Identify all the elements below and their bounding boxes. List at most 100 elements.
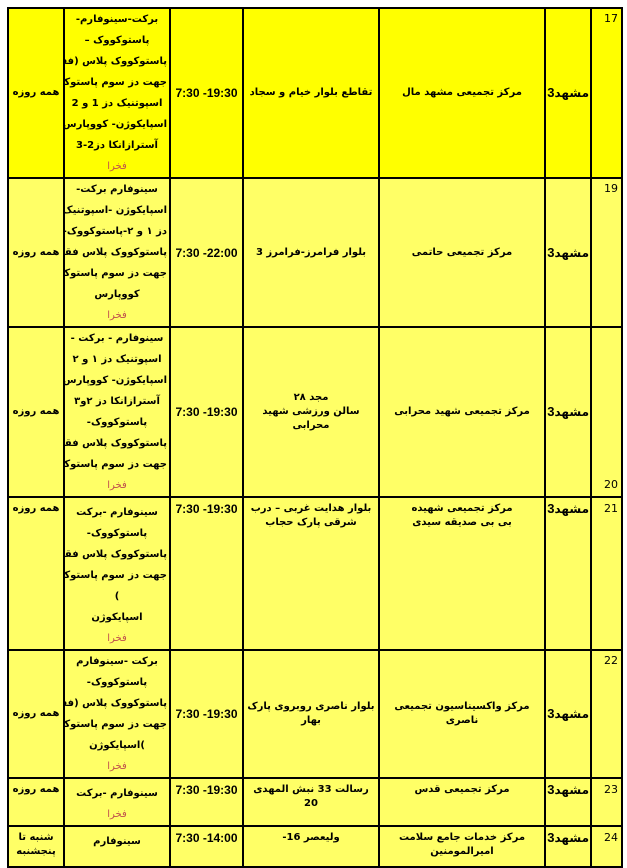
working-hours: 7:30 -19:30 [169,326,244,498]
vaccine-line: پاستوکووک- [86,528,148,539]
city-district-number: 3 [547,85,555,100]
working-hours: 7:30 -19:30 [169,649,244,779]
vaccine-line: دز ۱ و ۲-پاستوکووک- [64,226,167,237]
vaccine-line: )اسپایکوژن [89,740,145,751]
center-name-cell: مرکز تجمیعی شهید محرابی [378,326,546,498]
working-hours: 7:30 -19:30 [169,7,244,179]
city-cell: مشهد3 [544,649,592,779]
row-number: 23 [590,777,623,827]
vaccine-line: جهت دز سوم پاستوکووک [64,268,167,279]
vaccine-line: پاستوکووک پلاس فقط [64,247,167,258]
city-district-number: 3 [547,404,555,419]
city-name: مشهد [554,707,590,721]
vaccine-line: اسپایکوژن- کووپارس [64,119,167,130]
vaccine-line: آسترازانکا دز2-3 [76,140,158,151]
address-cell: تقاطع بلوار خیام و سجاد [242,7,380,179]
vaccine-note: فخرا [107,480,127,491]
vaccine-note: فخرا [107,310,127,321]
vaccines-cell: سینوفارم -برکت فخرا [63,777,171,827]
center-name-line: مرکز تجمیعی حاتمی [411,246,513,258]
address-cell: رسالت 33 نبش المهدی 20 [242,777,380,827]
working-days: همه روزه [7,326,65,498]
center-name-cell: مرکز خدمات جامع سلامت امیرالمومنین [378,825,546,868]
address-line: سالن ورزشی شهید محرابی [262,406,360,431]
address-line: بلوار هدایت غربی – درب [250,503,372,514]
vaccines-cell: سینوفارم برکت- اسپایکوژن -اسپوتنیک دز ۱ و … [63,177,171,328]
vaccine-line: سینوفارم -برکت [76,507,158,518]
address-cell: ولیعصر 16- [242,825,380,868]
table-row: 22 مشهد3 مرکز واکسیناسیون تجمیعی ناصری بلوا… [7,649,623,779]
center-name-cell: مرکز تجمیعی شهیده بی بی صدیقه سیدی [378,496,546,651]
table-row: 21 مشهد3 مرکز تجمیعی شهیده بی بی صدیقه سیدی… [7,496,623,651]
center-name-line: مرکز خدمات جامع سلامت امیرالمومنین [398,832,526,857]
center-name-line: مرکز تجمیعی قدس [414,784,510,795]
vaccine-line: پاستوکووک – [84,35,150,46]
vaccine-note: فخرا [107,161,127,172]
vaccine-line: پاستوکووک پلاس (فقط [66,56,167,67]
center-name-line: مرکز تجمیعی شهید محرابی [394,406,530,417]
vaccine-line: کووپارس [94,289,140,300]
city-cell: مشهد3 [544,777,592,827]
working-days: همه روزه [7,7,65,179]
row-number: 22 [590,649,623,779]
vaccine-line: سینوفارم برکت- [76,184,158,195]
center-name-cell: مرکز واکسیناسیون تجمیعی ناصری [378,649,546,779]
row-number: 24 [590,825,623,868]
row-number: 21 [590,496,623,651]
city-cell: مشهد3 [544,496,592,651]
city-name: مشهد [554,245,590,260]
vaccine-line: سینوفارم [93,836,141,847]
city-name: مشهد [554,831,590,845]
city-cell: مشهد3 [544,326,592,498]
vaccine-line: اسپوتنیک دز 1 و 2 [71,98,163,109]
address-line: رسالت 33 نبش المهدی 20 [253,784,369,809]
city-name: مشهد [554,405,590,419]
center-name-cell: مرکز تجمیعی قدس [378,777,546,827]
vaccine-line: سینوفارم -برکت [76,788,158,799]
vaccine-line: پاستوکووک- [86,677,148,688]
city-cell: مشهد3 [544,825,592,868]
table-row: 17 مشهد3 مرکز تجمیعی مشهد مال تقاطع بلوار خ… [7,7,623,179]
vaccines-cell: سینوفارم - برکت - اسپوتنیک دز ۱ و ۲ اسپایک… [63,326,171,498]
table-row: 24 مشهد3 مرکز خدمات جامع سلامت امیرالمومنی… [7,825,623,868]
vaccines-cell: برکت-سینوفارم- پاستوکووک – پاستوکووک پلاس … [63,7,171,179]
vaccine-note: فخرا [107,633,127,644]
vaccines-cell: سینوفارم -برکت پاستوکووک- پاستوکووک پلاس ف… [63,496,171,651]
address-cell: بلوار هدایت غربی – درب شرقی پارک حجاب [242,496,380,651]
center-name-line: مرکز واکسیناسیون تجمیعی ناصری [394,701,530,726]
vaccines-cell: سینوفارم [63,825,171,868]
row-number: 19 [590,177,623,328]
working-hours: 7:30 -22:00 [169,177,244,328]
vaccine-line: اسپایکوژن- کووپارس [64,375,167,386]
center-name-cell: مرکز تجمیعی مشهد مال [378,7,546,179]
working-days: همه روزه [7,649,65,779]
address-line: تقاطع بلوار خیام و سجاد [249,87,373,98]
city-district-number: 3 [547,830,555,845]
city-cell: مشهد3 [544,177,592,328]
row-number: 17 [590,7,623,179]
vaccine-line: سینوفارم - برکت - [70,333,164,344]
vaccine-line: جهت دز سوم پاستوکووک) [64,77,167,88]
address-line: ولیعصر 16- [282,832,340,843]
working-days: شنبه تا پنجشنبه [7,825,65,868]
vaccine-line: پاستوکووک پلاس فقط [64,549,167,560]
vaccine-line: جهت دز سوم پاستوکووک [64,719,167,730]
vaccination-centers-table: 17 مشهد3 مرکز تجمیعی مشهد مال تقاطع بلوار خ… [7,7,623,868]
city-district-number: 3 [547,501,555,516]
vaccines-cell: برکت -سینوفارم پاستوکووک- پاستوکووک پلاس (… [63,649,171,779]
city-cell: مشهد3 [544,7,592,179]
center-name-cell: مرکز تجمیعی حاتمی [378,177,546,328]
working-hours: 7:30 -19:30 [169,777,244,827]
row-number: 20 [590,326,623,498]
address-line: مجد ۲۸ [293,392,329,403]
table-row: 20 مشهد3 مرکز تجمیعی شهید محرابی مجد ۲۸ سالن… [7,326,623,498]
vaccine-line: جهت دز سوم پاستوکووک [64,459,167,470]
working-days: همه روزه [7,777,65,827]
vaccine-line: پاستوکووک پلاس (فقط [66,698,167,709]
address-line: شرقی پارک حجاب [265,517,357,528]
vaccine-note: فخرا [107,809,127,820]
address-cell: بلوار ناصری روبروی پارک بهار [242,649,380,779]
vaccine-line: آسترازانکا دز ۲و۳ [74,396,160,407]
vaccine-line: ) [114,591,120,602]
city-name: مشهد [554,86,590,100]
